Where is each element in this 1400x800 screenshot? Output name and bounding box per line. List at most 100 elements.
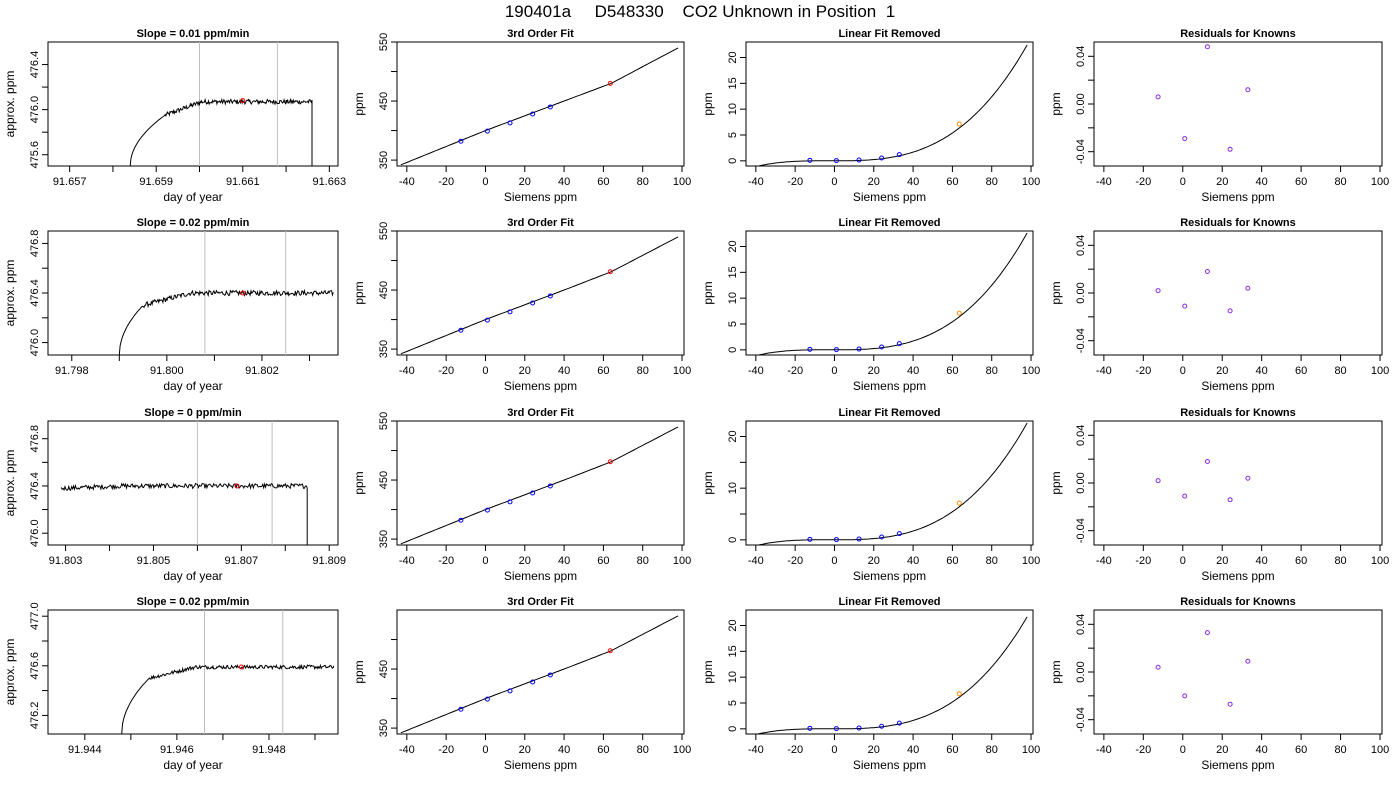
plot-frame (1093, 609, 1383, 735)
y-tick-label: 0.04 (1075, 46, 1087, 67)
known-point (879, 723, 885, 729)
y-tick-label: 477.0 (29, 602, 41, 630)
x-axis-label: Siemens ppm (853, 758, 926, 772)
known-point (833, 537, 839, 543)
x-tick-label: 91.663 (313, 176, 347, 188)
x-tick-label: 20 (519, 555, 531, 567)
x-tick-label: 100 (1371, 555, 1389, 567)
plot-frame (396, 420, 685, 546)
x-axis-label: Siemens ppm (853, 379, 926, 393)
plot-frame (1093, 230, 1383, 356)
panel-3-1: Slope = 0 ppm/min day of year approx. ppm 9… (3, 407, 346, 583)
residual-point (1204, 44, 1210, 50)
known-point (458, 517, 464, 523)
x-tick-label: 40 (1256, 365, 1268, 377)
x-tick-label: 60 (1295, 365, 1307, 377)
y-axis-label: ppm (1049, 660, 1063, 683)
x-tick-label: 60 (946, 365, 958, 377)
x-tick-label: -40 (748, 365, 764, 377)
x-tick-label: -20 (787, 555, 803, 567)
known-point (458, 138, 464, 144)
residual-point (1204, 269, 1210, 275)
x-tick-label: 100 (673, 555, 691, 567)
residual-curve (756, 232, 1028, 355)
x-tick-label: 100 (1022, 365, 1040, 377)
y-tick-label: 476.6 (29, 652, 41, 680)
x-tick-label: 91.659 (139, 176, 173, 188)
y-axis-label: approx. ppm (3, 450, 17, 517)
x-tick-label: 60 (1295, 555, 1307, 567)
y-tick-label: 476.0 (29, 519, 41, 547)
x-tick-label: 0 (482, 365, 488, 377)
y-tick-label: 450 (378, 92, 390, 110)
unknown-point (607, 80, 613, 86)
y-axis-label: ppm (352, 471, 366, 494)
panel-title: 3rd Order Fit (507, 28, 574, 40)
x-tick-label: 100 (1022, 555, 1040, 567)
x-tick-label: 100 (1022, 176, 1040, 188)
y-tick-label: 0 (727, 726, 739, 732)
known-point (547, 293, 553, 299)
x-tick-label: 80 (637, 176, 649, 188)
x-axis-label: Siemens ppm (504, 190, 577, 204)
known-point (879, 344, 885, 350)
x-tick-label: -20 (438, 365, 454, 377)
x-axis-label: Siemens ppm (1201, 569, 1274, 583)
x-tick-label: -20 (787, 365, 803, 377)
residual-point (1155, 94, 1161, 100)
x-tick-label: 0 (482, 744, 488, 756)
y-tick-label: 350 (378, 530, 390, 548)
x-tick-label: 60 (946, 744, 958, 756)
unknown-marker (240, 290, 246, 296)
x-tick-label: -20 (438, 744, 454, 756)
x-axis-label: day of year (163, 569, 222, 583)
known-point (807, 536, 813, 542)
x-tick-label: 91.661 (226, 176, 260, 188)
x-tick-label: 40 (1256, 744, 1268, 756)
y-tick-label: 476.0 (29, 329, 41, 357)
y-tick-label: -0.04 (1075, 707, 1087, 732)
unknown-point (607, 459, 613, 465)
x-axis-label: day of year (163, 758, 222, 772)
known-point (530, 679, 536, 685)
panel-title: Residuals for Knowns (1180, 217, 1296, 229)
panel-title: Slope = 0.02 ppm/min (137, 217, 250, 229)
panel-2-2: 3rd Order Fit Siemens ppm ppm -40 -20 0 20 40 60… (352, 217, 691, 393)
y-tick-label: -0.04 (1075, 518, 1087, 543)
known-point (896, 341, 902, 347)
x-axis-label: day of year (163, 379, 222, 393)
known-point (856, 725, 862, 731)
x-tick-label: 60 (597, 555, 609, 567)
y-axis-label: ppm (701, 92, 715, 115)
y-axis-label: ppm (701, 471, 715, 494)
y-tick-label: 0.04 (1075, 614, 1087, 635)
x-tick-label: 0 (1180, 744, 1186, 756)
x-tick-label: 40 (907, 365, 919, 377)
x-tick-label: 20 (1216, 176, 1228, 188)
concentration-trace (118, 288, 334, 355)
x-tick-label: 40 (558, 365, 570, 377)
x-tick-label: 0 (1180, 176, 1186, 188)
panel-title: 3rd Order Fit (507, 407, 574, 419)
y-tick-label: 20 (727, 240, 739, 252)
y-tick-label: 350 (378, 719, 390, 737)
x-axis-label: Siemens ppm (853, 190, 926, 204)
fit-curve (400, 47, 679, 166)
known-point (507, 309, 513, 315)
x-axis-label: Siemens ppm (1201, 190, 1274, 204)
residual-point (1204, 459, 1210, 465)
y-tick-label: 5 (727, 132, 739, 138)
known-point (807, 346, 813, 352)
x-tick-label: 40 (558, 744, 570, 756)
x-tick-label: 80 (637, 365, 649, 377)
x-tick-label: -20 (438, 555, 454, 567)
x-tick-label: 0 (831, 744, 837, 756)
y-tick-label: 476.4 (29, 472, 41, 500)
plot-frame (396, 609, 685, 735)
x-tick-label: 40 (907, 744, 919, 756)
residual-point (1182, 136, 1188, 142)
unknown-point (607, 648, 613, 654)
known-point (530, 111, 536, 117)
x-tick-label: -40 (1096, 555, 1112, 567)
